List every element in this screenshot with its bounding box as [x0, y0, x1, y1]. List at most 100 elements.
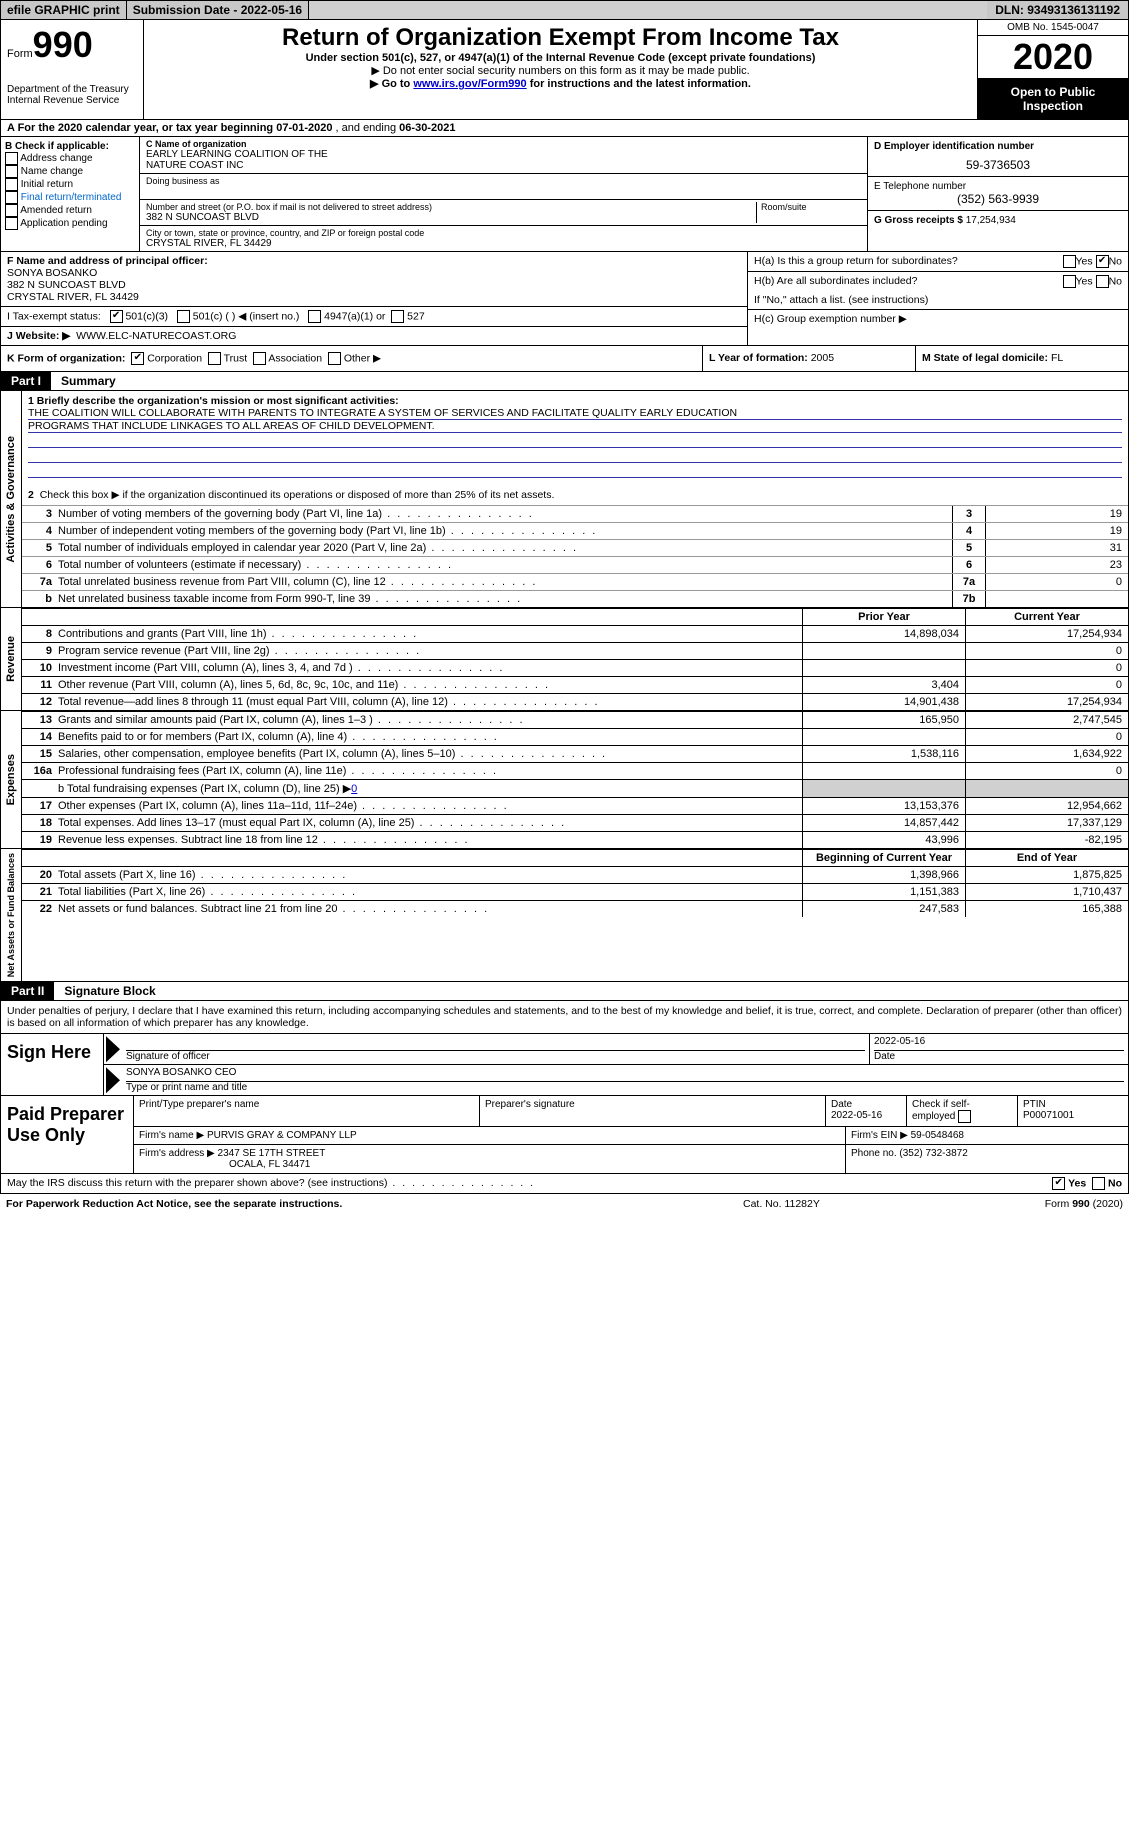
- table-row: 15Salaries, other compensation, employee…: [22, 745, 1128, 762]
- tel-value: (352) 563-9939: [874, 192, 1122, 206]
- cb-ha-yes[interactable]: [1063, 255, 1076, 268]
- officer-addr1: 382 N SUNCOAST BLVD: [7, 279, 126, 291]
- sign-here-label: Sign Here: [1, 1034, 104, 1095]
- line16b: b Total fundraising expenses (Part IX, c…: [56, 780, 802, 797]
- cb-self-employed[interactable]: [958, 1110, 971, 1123]
- form-subtitle-1: Under section 501(c), 527, or 4947(a)(1)…: [152, 52, 969, 64]
- efile-topbar: efile GRAPHIC print Submission Date - 20…: [0, 0, 1129, 20]
- dept-treasury: Department of the Treasury: [7, 84, 137, 95]
- cb-address-change[interactable]: [5, 152, 18, 165]
- table-row: 14Benefits paid to or for members (Part …: [22, 728, 1128, 745]
- state-domicile: FL: [1051, 352, 1063, 364]
- tel-label: E Telephone number: [874, 181, 1122, 192]
- table-row: bNet unrelated business taxable income f…: [22, 590, 1128, 607]
- begin-year-hdr: Beginning of Current Year: [802, 850, 965, 866]
- cb-name-change[interactable]: [5, 165, 18, 178]
- officer-addr2: CRYSTAL RIVER, FL 34429: [7, 291, 139, 303]
- table-row: 22Net assets or fund balances. Subtract …: [22, 900, 1128, 917]
- form-number: Form990: [7, 24, 137, 66]
- cb-501c3[interactable]: [110, 310, 123, 323]
- row-a-tax-year: A For the 2020 calendar year, or tax yea…: [0, 120, 1129, 137]
- cb-corp[interactable]: [131, 352, 144, 365]
- firm-name: PURVIS GRAY & COMPANY LLP: [207, 1130, 357, 1141]
- tax-exempt-label: I Tax-exempt status:: [7, 310, 101, 322]
- col-b-checkboxes: B Check if applicable: Address change Na…: [1, 137, 140, 251]
- self-employed: Check if self-employed: [907, 1096, 1018, 1126]
- section-bcd: B Check if applicable: Address change Na…: [0, 137, 1129, 252]
- omb-number: OMB No. 1545-0047: [978, 20, 1128, 36]
- firm-phone: (352) 732-3872: [899, 1148, 967, 1159]
- cb-4947[interactable]: [308, 310, 321, 323]
- firm-addr2: OCALA, FL 34471: [229, 1159, 310, 1170]
- ha-label: H(a) Is this a group return for subordin…: [754, 255, 1063, 268]
- arrow-icon: [106, 1036, 120, 1062]
- table-row: 11Other revenue (Part VIII, column (A), …: [22, 676, 1128, 693]
- line1-label: 1 Briefly describe the organization's mi…: [28, 395, 399, 407]
- dln-cell: DLN: 93493136131192: [987, 1, 1128, 19]
- dba-label: Doing business as: [146, 176, 861, 186]
- table-row: 20Total assets (Part X, line 16)1,398,96…: [22, 866, 1128, 883]
- cb-final-return[interactable]: [5, 191, 18, 204]
- exp-label: Expenses: [4, 750, 18, 809]
- year-formation: 2005: [811, 352, 834, 364]
- table-row: 8Contributions and grants (Part VIII, li…: [22, 625, 1128, 642]
- section-fhij: F Name and address of principal officer:…: [0, 252, 1129, 346]
- gross-receipts: 17,254,934: [966, 215, 1016, 226]
- org-city: CRYSTAL RIVER, FL 34429: [146, 238, 861, 249]
- date-label: Date: [874, 1051, 1124, 1062]
- org-name-1: EARLY LEARNING COALITION OF THE: [146, 149, 861, 160]
- cb-527[interactable]: [391, 310, 404, 323]
- cb-discuss-yes[interactable]: [1052, 1177, 1065, 1190]
- table-row: 9Program service revenue (Part VIII, lin…: [22, 642, 1128, 659]
- section-governance: Activities & Governance 1 Briefly descri…: [0, 391, 1129, 608]
- hc-label: H(c) Group exemption number ▶: [748, 310, 1128, 328]
- part2-header: Part IISignature Block: [0, 982, 1129, 1001]
- cb-trust[interactable]: [208, 352, 221, 365]
- submission-date-cell: Submission Date - 2022-05-16: [127, 1, 309, 19]
- city-label: City or town, state or province, country…: [146, 228, 861, 238]
- cb-discuss-no[interactable]: [1092, 1177, 1105, 1190]
- cb-501c[interactable]: [177, 310, 190, 323]
- open-to-public: Open to Public Inspection: [978, 79, 1128, 119]
- cb-initial-return[interactable]: [5, 178, 18, 191]
- form-title: Return of Organization Exempt From Incom…: [152, 24, 969, 52]
- discuss-row: May the IRS discuss this return with the…: [0, 1174, 1129, 1194]
- room-label: Room/suite: [761, 202, 861, 212]
- gov-label: Activities & Governance: [4, 432, 18, 567]
- officer-name: SONYA BOSANKO: [7, 267, 97, 279]
- sig-date: 2022-05-16: [874, 1036, 1124, 1051]
- ein-label: D Employer identification number: [874, 141, 1034, 152]
- line2-label: Check this box ▶ if the organization dis…: [40, 489, 555, 501]
- org-street: 382 N SUNCOAST BLVD: [146, 212, 756, 223]
- table-row: 17Other expenses (Part IX, column (A), l…: [22, 797, 1128, 814]
- prep-name-lbl: Print/Type preparer's name: [134, 1096, 480, 1126]
- end-year-hdr: End of Year: [965, 850, 1128, 866]
- cb-other[interactable]: [328, 352, 341, 365]
- cb-assoc[interactable]: [253, 352, 266, 365]
- irs-label: Internal Revenue Service: [7, 95, 137, 106]
- name-title-label: Type or print name and title: [126, 1082, 1124, 1093]
- ptin: P00071001: [1023, 1110, 1074, 1121]
- row-klm: K Form of organization: Corporation Trus…: [0, 346, 1129, 372]
- form-header: Form990 Department of the Treasury Inter…: [0, 20, 1129, 120]
- table-row: 7aTotal unrelated business revenue from …: [22, 573, 1128, 590]
- table-row: 4Number of independent voting members of…: [22, 522, 1128, 539]
- rev-label: Revenue: [4, 632, 18, 686]
- cat-no: Cat. No. 11282Y: [743, 1198, 963, 1210]
- officer-print-name: SONYA BOSANKO CEO: [126, 1067, 1124, 1082]
- cb-ha-no[interactable]: [1096, 255, 1109, 268]
- sign-here-block: Sign Here Signature of officer 2022-05-1…: [0, 1034, 1129, 1096]
- mission-line2: PROGRAMS THAT INCLUDE LINKAGES TO ALL AR…: [28, 420, 1122, 433]
- form-footer: Form 990 (2020): [963, 1198, 1123, 1210]
- prior-year-hdr: Prior Year: [802, 609, 965, 625]
- firm-ein: 59-0548468: [911, 1130, 964, 1141]
- hb-note: If "No," attach a list. (see instruction…: [748, 291, 1128, 310]
- form-subtitle-3: ▶ Go to www.irs.gov/Form990 for instruct…: [152, 77, 969, 90]
- cb-hb-yes[interactable]: [1063, 275, 1076, 288]
- cb-hb-no[interactable]: [1096, 275, 1109, 288]
- mission-line1: THE COALITION WILL COLLABORATE WITH PARE…: [28, 407, 1122, 420]
- cb-application-pending[interactable]: [5, 217, 18, 230]
- current-year-hdr: Current Year: [965, 609, 1128, 625]
- perjury-declaration: Under penalties of perjury, I declare th…: [0, 1001, 1129, 1034]
- cb-amended[interactable]: [5, 204, 18, 217]
